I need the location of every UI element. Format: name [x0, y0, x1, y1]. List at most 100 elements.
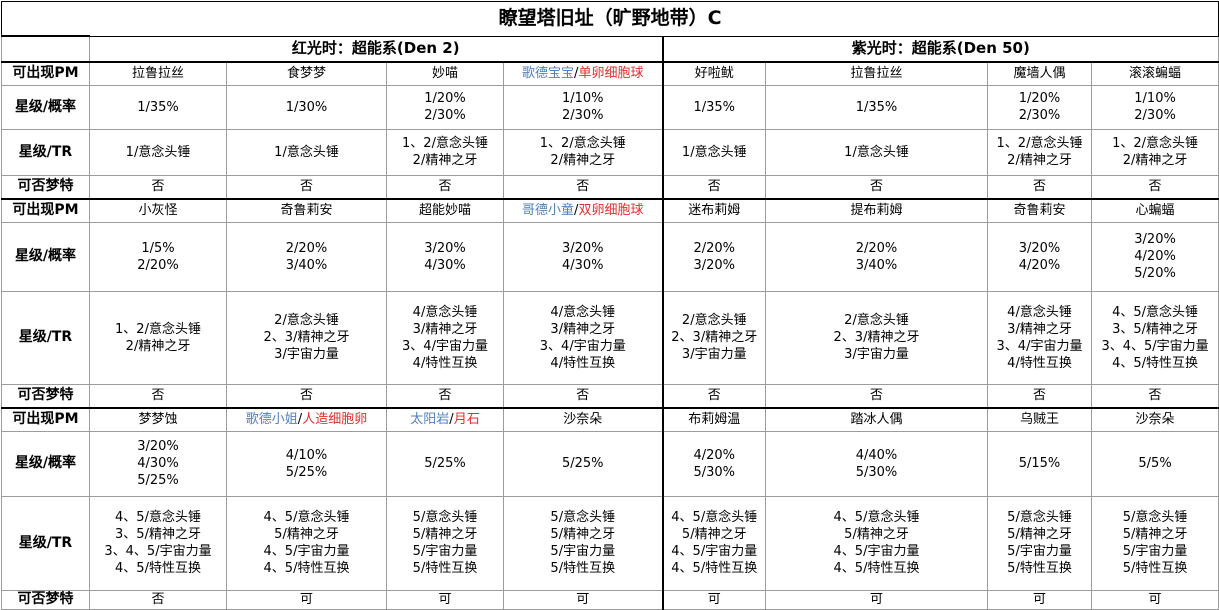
- star-tr-cell: 5/意念头锤 5/精神之牙 5/宇宙力量 5/特性互换: [503, 495, 664, 591]
- tr-line: 3、5/精神之牙: [1112, 321, 1198, 337]
- tr-line: 4、5/宇宙力量: [263, 544, 350, 559]
- pokemon-name-cell: 心蝙蝠: [1090, 197, 1219, 223]
- pokemon-name-cell: 迷布莉姆: [662, 197, 766, 223]
- star-rate-line: 2/30%: [1134, 108, 1176, 123]
- pokemon-name-cell: 沙奈朵: [1090, 406, 1219, 432]
- star-rate-cell: 4/40% 5/30%: [765, 430, 988, 497]
- dream-ability-cell: 否: [503, 174, 664, 199]
- pokemon-name: 滚滚蝙蝠: [1129, 66, 1182, 81]
- pokemon-name-cell: 超能妙喵: [386, 197, 504, 223]
- star-rate-line: 1/5%: [141, 240, 175, 256]
- star-rate-line: 5/30%: [693, 464, 736, 480]
- star-rate-line: 3/40%: [285, 257, 328, 273]
- pokemon-name: 歌德小姐: [245, 412, 298, 427]
- row-label: 星级/概率: [1, 430, 90, 497]
- tr-line: 5/精神之牙: [274, 527, 339, 542]
- star-rate-line: 1/35%: [137, 99, 179, 115]
- tr-line: 1/意念头锤: [125, 144, 191, 160]
- tr-line: 4、5/宇宙力量: [671, 544, 758, 559]
- star-rate-line: 5/25%: [137, 473, 179, 488]
- star-tr-cell: 4、5/意念头锤 5/精神之牙 4、5/宇宙力量 4、5/特性互换: [226, 495, 387, 591]
- star-tr-cell: 2/意念头锤 2、3/精神之牙 3/宇宙力量: [226, 290, 387, 385]
- tr-line: 3/精神之牙: [1007, 321, 1072, 337]
- pokemon-name-cell: 歌德宝宝/单卵细胞球: [503, 60, 664, 86]
- star-rate-line: 5/25%: [561, 456, 604, 471]
- dream-ability-cell: 可: [765, 589, 988, 610]
- dream-ability-cell: 否: [226, 174, 387, 199]
- tr-line: 2、3/精神之牙: [671, 330, 758, 345]
- star-rate-line: 2/20%: [855, 240, 898, 256]
- tr-line: 4/意念头锤: [550, 304, 616, 320]
- star-rate-cell: 1/5% 2/20%: [89, 221, 227, 292]
- pokemon-name-cell: 乌贼王: [987, 406, 1092, 432]
- star-tr-cell: 1、2/意念头锤 2/精神之牙: [386, 128, 504, 176]
- dream-ability-cell: 否: [89, 589, 227, 610]
- pokemon-name-cell: 提布莉姆: [765, 197, 988, 223]
- star-tr-cell: 5/意念头锤 5/精神之牙 5/宇宙力量 5/特性互换: [987, 495, 1092, 591]
- star-rate-line: 1/10%: [1134, 91, 1176, 106]
- tr-line: 1/意念头锤: [274, 144, 339, 160]
- star-rate-line: 5/20%: [1134, 266, 1176, 281]
- pokemon-name: 梦梦蚀: [138, 412, 178, 427]
- tr-line: 1、2/意念头锤: [1112, 136, 1198, 151]
- corner-cell: [1, 35, 90, 62]
- dream-ability-cell: 可: [503, 589, 664, 610]
- pokemon-name-cell: 奇鲁莉安: [226, 197, 387, 223]
- star-rate-line: 3/20%: [693, 257, 736, 273]
- star-rate-line: 3/20%: [1018, 240, 1061, 256]
- tr-line: 4、5/意念头锤: [263, 510, 350, 525]
- tr-line: 4、5/意念头锤: [115, 510, 201, 525]
- pokemon-name-cell: 歌德小姐/人造细胞卵: [226, 406, 387, 432]
- tr-line: 4、5/宇宙力量: [833, 544, 920, 559]
- pokemon-name: 魔墙人偶: [1013, 66, 1066, 81]
- pm-row: 可出现PM 梦梦蚀 歌德小姐/人造细胞卵 太阳岩/月石 沙奈朵 布莉姆温 踏冰人偶 乌贼王 沙奈…: [1, 406, 1219, 432]
- tr-line: 2、3/精神之牙: [833, 330, 920, 345]
- pokemon-name-cell: 布莉姆温: [662, 406, 766, 432]
- pokemon-name: /: [449, 412, 454, 427]
- pokemon-name-cell: 滚滚蝙蝠: [1090, 60, 1219, 86]
- pokemon-name-cell: 小灰怪: [89, 197, 227, 223]
- dream-row: 可否梦特否否否否否否否否: [1, 174, 1219, 199]
- tr-line: 2/意念头锤: [844, 313, 909, 328]
- tr-line: 3、4/宇宙力量: [539, 338, 626, 354]
- star-tr-cell: 4、5/意念头锤 5/精神之牙 4、5/宇宙力量 4、5/特性互换: [765, 495, 988, 591]
- star-rate-line: 1/30%: [285, 99, 328, 115]
- tr-line: 5/宇宙力量: [550, 544, 616, 559]
- star-rate-line: 4/30%: [561, 257, 604, 273]
- dream-ability-cell: 否: [1090, 383, 1219, 408]
- pokemon-name: 踏冰人偶: [850, 412, 903, 427]
- star-rate-cell: 4/10% 5/25%: [226, 430, 387, 497]
- pm-row: 可出现PM 小灰怪 奇鲁莉安 超能妙喵 哥德小童/双卵细胞球 迷布莉姆 提布莉姆 奇鲁莉安 心蝙…: [1, 197, 1219, 223]
- tr-line: 5/精神之牙: [550, 527, 616, 542]
- row-label: 可出现PM: [1, 60, 90, 86]
- star-rate-line: 5/25%: [285, 464, 328, 480]
- tr-line: 4、5/特性互换: [1112, 355, 1198, 371]
- star-tr-cell: 4/意念头锤 3/精神之牙 3、4/宇宙力量 4/特性互换: [503, 290, 664, 385]
- star-tr-cell: 1/意念头锤: [765, 128, 988, 176]
- tr-line: 4、5/意念头锤: [833, 510, 920, 525]
- pokemon-name: 好啦鱿: [694, 66, 734, 81]
- star-rate-cell: 5/5%: [1090, 430, 1219, 497]
- tr-line: 5/宇宙力量: [412, 544, 478, 559]
- tr-line: 4、5/意念头锤: [671, 510, 758, 525]
- star-rate-line: 4/40%: [855, 447, 898, 463]
- tr-line: 4、5/特性互换: [671, 561, 758, 576]
- tr-line: 5/特性互换: [412, 561, 478, 576]
- star-rate-line: 2/30%: [424, 108, 466, 123]
- pokemon-name: 双卵细胞球: [578, 203, 644, 218]
- dream-ability-cell: 可: [1090, 589, 1219, 610]
- tr-line: 1/意念头锤: [681, 144, 747, 160]
- star-tr-cell: 4/意念头锤 3/精神之牙 3、4/宇宙力量 4/特性互换: [386, 290, 504, 385]
- pokemon-name: 哥德小童: [522, 203, 575, 218]
- tr-line: 5/意念头锤: [550, 510, 616, 525]
- pokemon-name: 沙奈朵: [1135, 412, 1175, 427]
- pokemon-name: 单卵细胞球: [578, 66, 644, 81]
- star-rate-cell: 3/20% 4/20% 5/20%: [1090, 221, 1219, 292]
- star-tr-cell: 4、5/意念头锤 3、5/精神之牙 3、4、5/宇宙力量 4、5/特性互换: [89, 495, 227, 591]
- tr-line: 3/精神之牙: [412, 321, 478, 337]
- tr-line: 1、2/意念头锤: [115, 321, 201, 337]
- rate-row: 星级/概率 1/5% 2/20% 2/20% 3/40% 3/20% 4/30% 3/20% 4…: [1, 221, 1219, 292]
- tr-line: 1、2/意念头锤: [402, 136, 488, 151]
- tr-row: 星级/TR 4、5/意念头锤 3、5/精神之牙 3、4、5/宇宙力量 4、5/特性互换 4…: [1, 495, 1219, 591]
- star-rate-cell: 3/20% 4/20%: [987, 221, 1092, 292]
